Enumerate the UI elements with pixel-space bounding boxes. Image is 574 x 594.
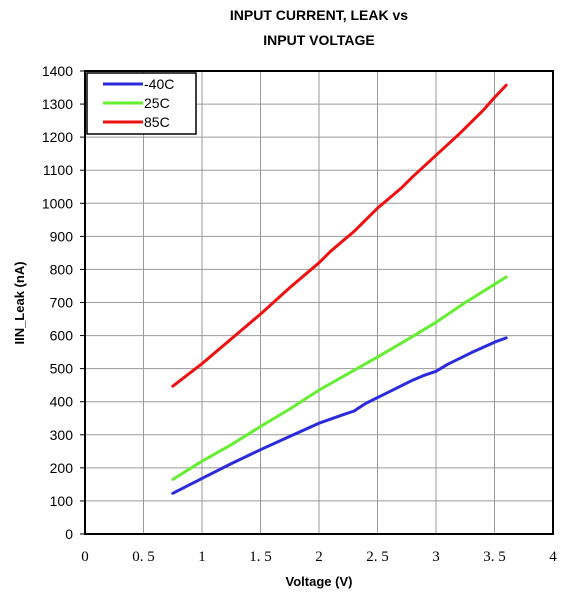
x-axis-title: Voltage (V) — [286, 574, 353, 589]
y-tick-label: 1400 — [42, 63, 73, 79]
y-tick-label: 200 — [50, 460, 74, 476]
x-tick-label: 2. 5 — [366, 549, 389, 565]
y-tick-label: 0 — [65, 526, 73, 542]
y-tick-label: 1000 — [42, 195, 73, 211]
y-tick-label: 800 — [50, 261, 74, 277]
chart-title-line-2: INPUT VOLTAGE — [263, 32, 374, 48]
series-line-25c — [171, 275, 508, 481]
y-axis-title: IIN_Leak (nA) — [12, 261, 27, 344]
legend-label: 85C — [144, 114, 170, 130]
series-line-40c — [171, 336, 508, 495]
legend: -40C 25C 85C — [86, 72, 197, 135]
x-axis-ticks: 0 0. 5 1 1. 5 2 2. 5 3 3. 5 4 — [81, 549, 557, 565]
series-line-85c — [171, 83, 508, 388]
legend-label: 25C — [144, 95, 170, 111]
y-tick-label: 400 — [50, 394, 74, 410]
grid-lines — [85, 71, 553, 534]
y-tick-label: 1200 — [42, 129, 73, 145]
y-tick-label: 900 — [50, 228, 74, 244]
x-tick-label: 1. 5 — [249, 549, 272, 565]
series-lines — [171, 83, 508, 495]
y-tick-label: 1100 — [43, 162, 73, 178]
y-axis-ticks: 0 100 200 300 400 500 600 700 800 900 1000 1100 1200… — [42, 63, 85, 542]
x-tick-label: 3. 5 — [483, 549, 506, 565]
y-tick-label: 1300 — [42, 96, 73, 112]
y-tick-label: 700 — [50, 295, 74, 311]
legend-label: -40C — [144, 76, 174, 92]
chart-title: INPUT CURRENT, LEAK vs INPUT VOLTAGE — [230, 7, 408, 48]
x-tick-label: 0. 5 — [132, 549, 155, 565]
x-tick-label: 2 — [315, 549, 323, 565]
x-tick-label: 3 — [432, 549, 440, 565]
x-tick-label: 1 — [198, 549, 206, 565]
x-tick-label: 4 — [549, 549, 557, 565]
y-tick-label: 500 — [50, 361, 74, 377]
y-tick-label: 600 — [50, 328, 74, 344]
y-tick-label: 100 — [50, 493, 74, 509]
chart-title-line-1: INPUT CURRENT, LEAK vs — [230, 7, 408, 23]
y-tick-label: 300 — [50, 427, 74, 443]
x-tick-label: 0 — [81, 549, 89, 565]
